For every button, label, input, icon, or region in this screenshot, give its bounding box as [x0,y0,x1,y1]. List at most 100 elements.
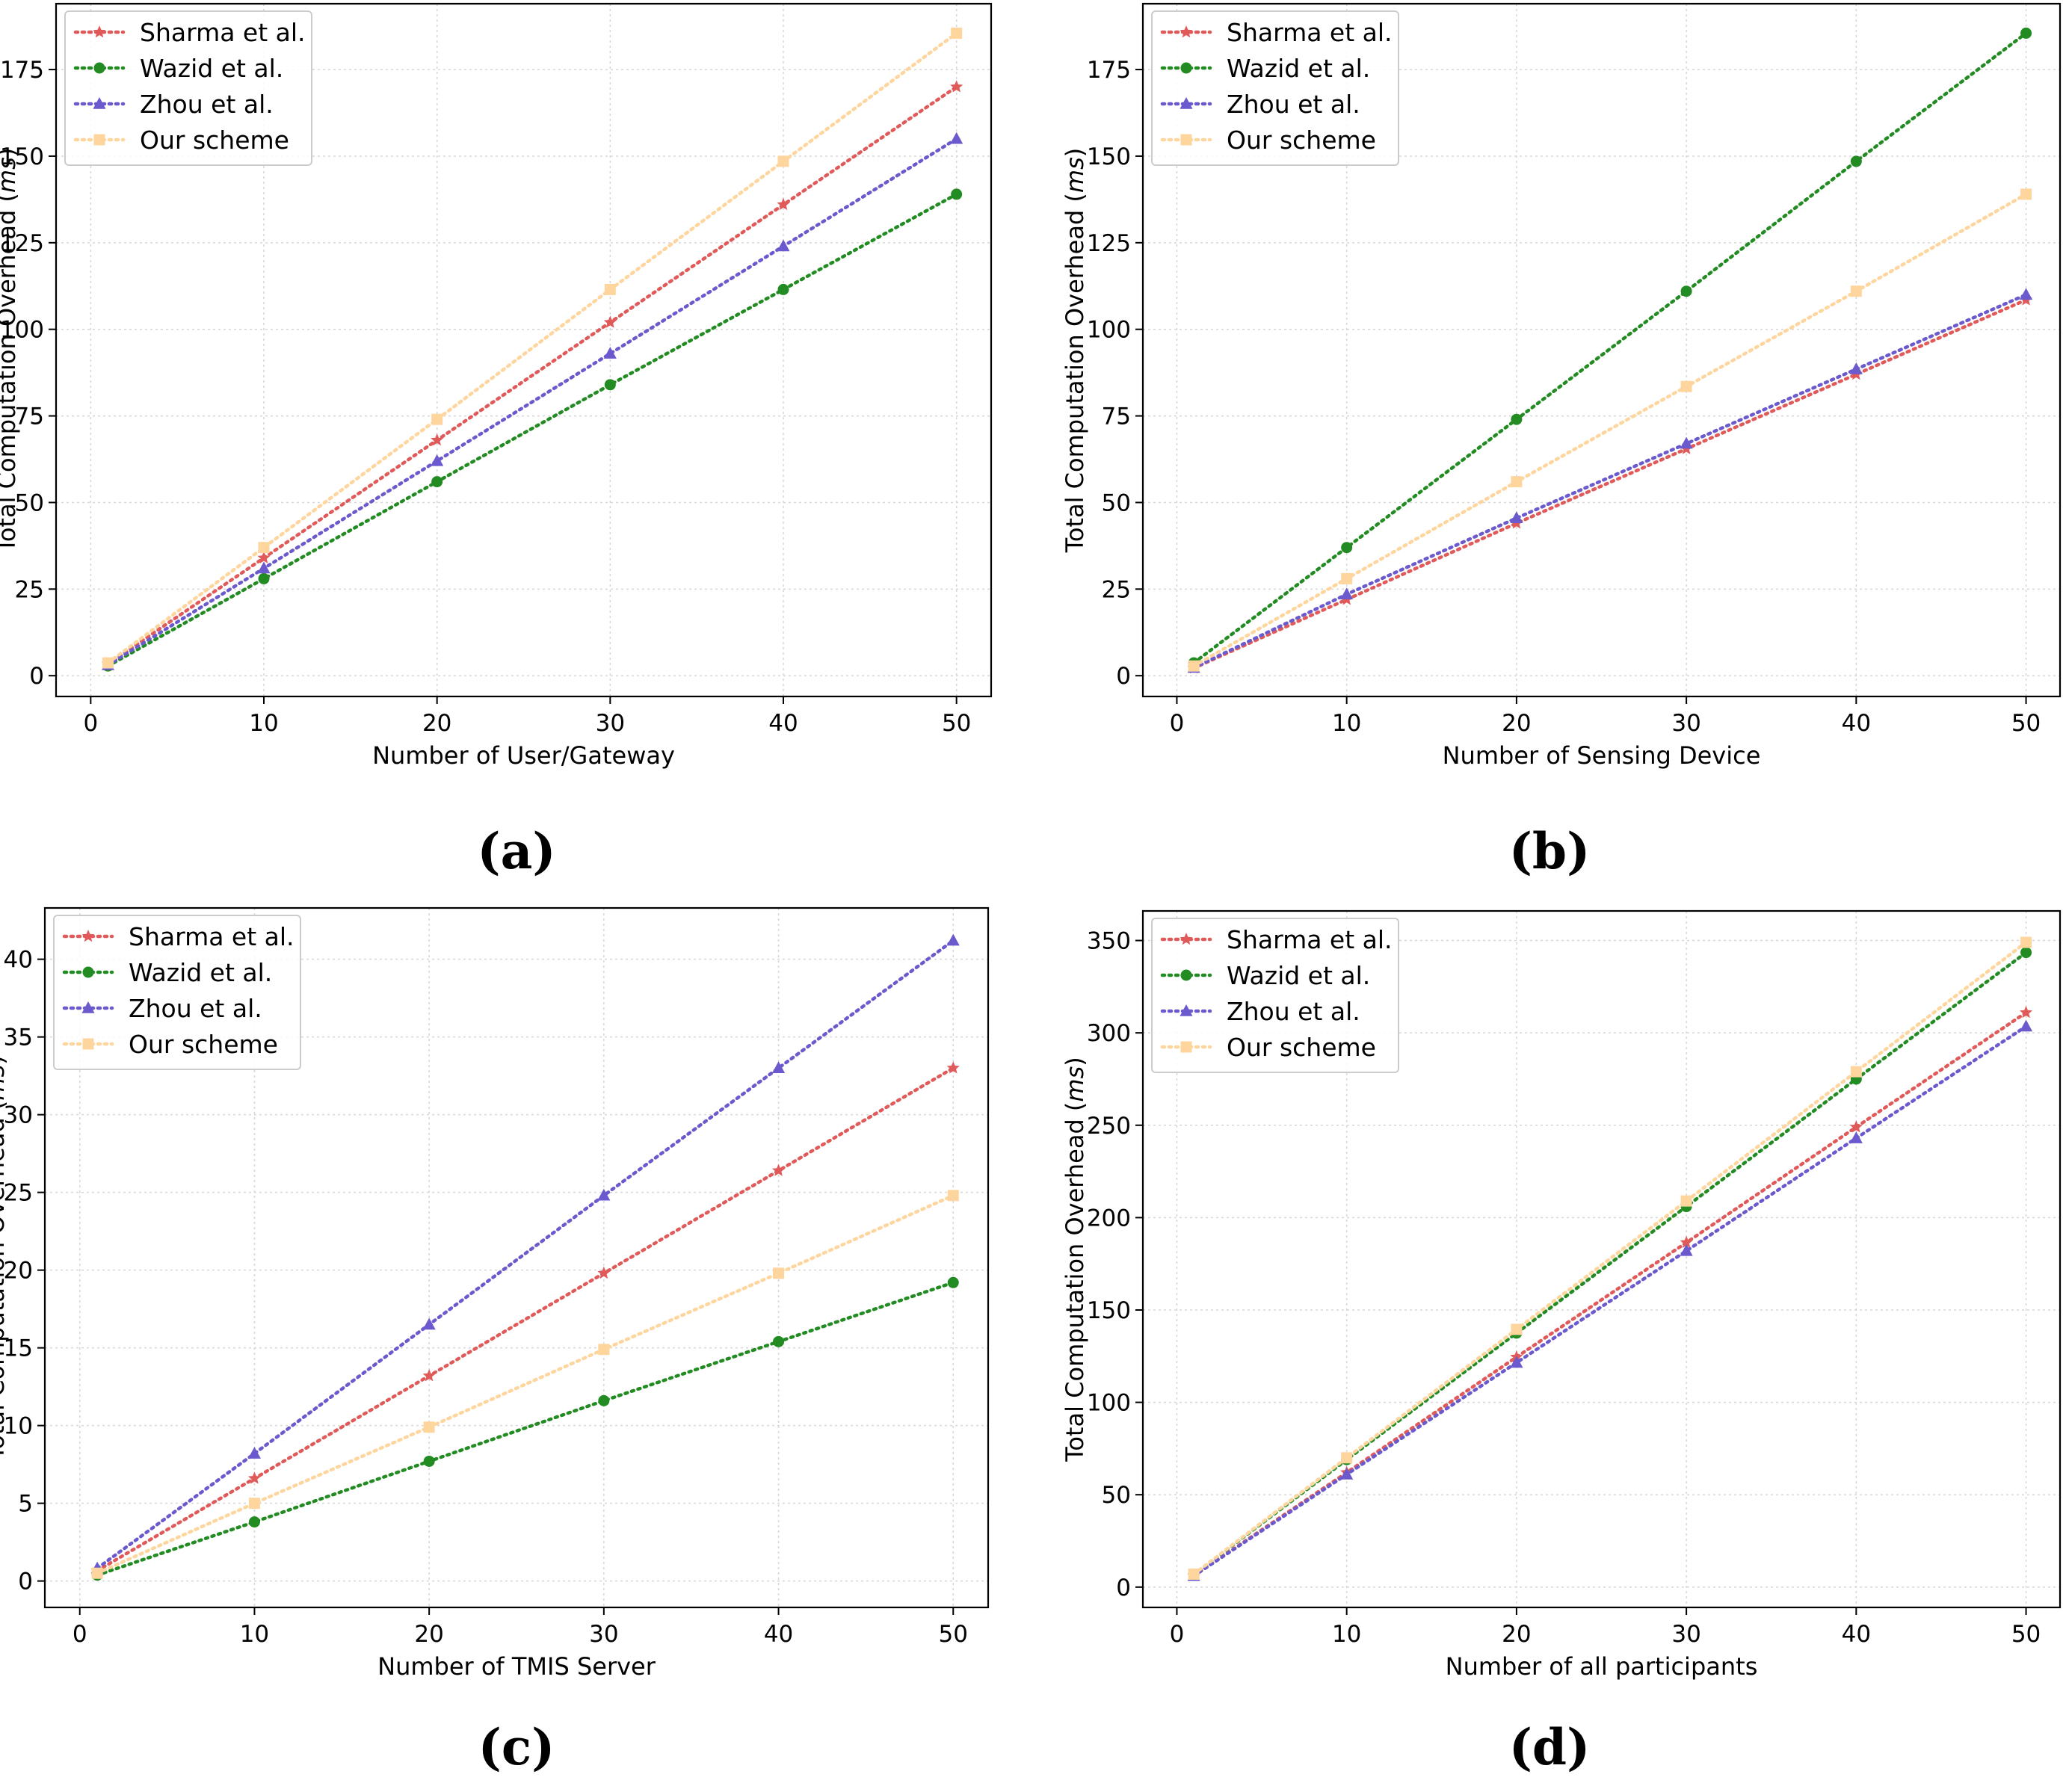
data-point [951,27,963,39]
series-our-schemea [102,27,963,669]
data-point [422,1317,436,1330]
legend-marker [93,25,106,38]
series-wazid-et-al-c [91,1276,959,1581]
legend-label: Wazid et al. [1227,54,1370,83]
legend-marker [93,97,106,109]
y-tick-label: 20 [4,1258,33,1285]
data-point [772,1164,786,1176]
y-tick-label: 100 [0,317,44,344]
y-axis-label-end: ) [1061,148,1089,157]
plot-frame-a [55,2,993,698]
line-chart-b: 0 10 20 30 40 50 0 25 50 75 100 125 150 175 Number of … [1061,2,2062,770]
data-point [773,1267,785,1279]
data-point [1680,1235,1693,1249]
y-tick-label: 5 [18,1491,33,1518]
legend-label: Sharma et al. [1227,925,1393,954]
legend-marker [82,1038,94,1050]
data-point [1511,476,1523,488]
plot-frame-b [1141,2,2062,698]
data-point [1341,572,1353,584]
x-tick-label: 10 [1332,710,1361,737]
data-point [2020,1005,2033,1019]
series-wazid-et-al-a [102,188,963,672]
data-point [247,1447,261,1459]
data-point [102,657,114,669]
x-tick-label: 0 [1170,1621,1185,1648]
x-tick-label: 40 [764,1621,793,1648]
data-point [1341,542,1353,554]
legend-label: Zhou et al. [129,994,262,1023]
series-line [1191,1025,2028,1578]
y-tick-label: 175 [1087,57,1131,84]
legend-label: Wazid et al. [129,958,272,987]
series-sharma-et-al-c [90,1061,960,1577]
x-tick-label: 50 [2011,1621,2041,1648]
legend-marker [1180,969,1192,981]
data-point [946,1061,960,1074]
y-axis-label-end: ) [0,148,21,157]
x-tick-label: 20 [1502,1621,1531,1648]
chart-panel-c: 0 10 20 30 40 50 0 5 10 15 20 25 30 35 40 Number of TMI… [0,896,1033,1792]
data-point [1680,285,1692,297]
legend-label: Wazid et al. [140,54,283,83]
series-sharma-et-al-a [101,80,963,670]
x-tick-label: 50 [942,710,971,737]
legend-a: Sharma et al. Wazid et al. Zhou et al. Our … [64,10,312,166]
legend-box [53,915,301,1070]
plot-frame-c [43,906,990,1609]
legend-box [1151,10,1399,166]
x-tick-label: 10 [1332,1621,1361,1648]
y-tick-label: 50 [1102,1482,1131,1509]
y-tick-label: 0 [18,1569,33,1595]
x-tick-label: 30 [596,710,625,737]
legend-label: Sharma et al. [1227,18,1393,47]
legend-label: Wazid et al. [1227,961,1370,990]
legend-label: Our scheme [140,126,289,155]
y-tick-label: 35 [4,1025,33,1051]
data-point [423,1455,435,1467]
y-tick-label: 250 [1087,1113,1131,1140]
x-tick-label: 0 [73,1621,87,1648]
legend-entry: Zhou et al. [1160,90,1360,119]
data-point [1510,511,1523,524]
data-point [1849,1131,1863,1143]
data-point [431,454,444,466]
series-line [95,939,955,1570]
data-point [423,1421,435,1433]
data-point [603,315,617,328]
legend-d: Sharma et al. Wazid et al. Zhou et al. Our … [1151,918,1399,1073]
legend-entry: Wazid et al. [62,958,272,987]
data-point [777,283,789,295]
line-chart-c: 0 10 20 30 40 50 0 5 10 15 20 25 30 35 40 Number of TMI… [0,906,990,1681]
legend-marker [82,966,94,978]
axis-ticks-d: 0 10 20 30 40 50 0 50 100 150 200 250 300 350 [1087,928,2041,1648]
x-axis-label: Number of TMIS Server [377,1652,656,1681]
line-chart-d: 0 10 20 30 40 50 0 50 100 150 200 250 300 350 Number o… [1061,909,2062,1681]
y-tick-label: 50 [15,489,44,516]
data-point [946,933,960,946]
caption-b: (b) [1508,822,1591,880]
y-tick-label: 30 [4,1102,33,1129]
data-point [603,347,617,359]
y-axis-label: Total Computation Overhead (ms) [0,1055,10,1461]
data-point [422,1369,436,1382]
x-tick-label: 40 [1842,1621,1871,1648]
data-point [1850,285,1862,297]
y-tick-label: 25 [4,1180,33,1207]
data-point [247,1471,261,1484]
legend-entry: Sharma et al. [1160,18,1393,47]
line-chart-a: 0 10 20 30 40 50 0 25 50 75 100 125 150 175 Number of … [0,2,993,770]
legend-marker [1180,134,1192,146]
data-point [1188,660,1200,672]
data-point [258,542,270,554]
series-line [106,137,958,667]
series-line [95,1281,955,1577]
data-point [947,1276,959,1288]
y-axis-label-end: ) [1061,1057,1089,1066]
series-zhou-et-al-d [1187,1019,2033,1581]
x-axis-label: Number of all participants [1446,1652,1758,1681]
legend-box [1151,918,1399,1073]
data-point [1850,1066,1862,1078]
caption-a: (a) [477,822,556,880]
data-point [777,197,790,211]
